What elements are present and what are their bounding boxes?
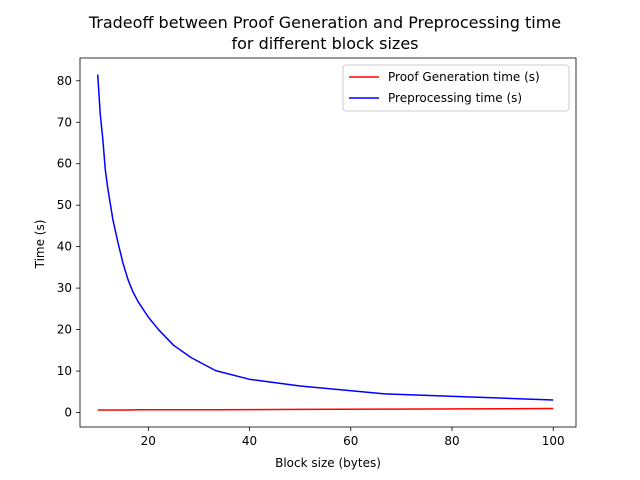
- x-axis-ticks: 20 40 60 80 100: [141, 427, 565, 448]
- y-tick-label: 0: [64, 405, 72, 419]
- y-tick-label: 70: [57, 115, 72, 129]
- chart-title-line1: Tradeoff between Proof Generation and Pr…: [88, 13, 561, 32]
- chart-title-line2: for different block sizes: [231, 34, 418, 53]
- x-tick-label: 80: [444, 434, 459, 448]
- x-tick-label: 40: [242, 434, 257, 448]
- y-tick-label: 20: [57, 323, 72, 337]
- y-tick-label: 60: [57, 157, 72, 171]
- series-layer: [96, 74, 554, 411]
- x-tick-label: 20: [141, 434, 156, 448]
- legend-box: [342, 64, 570, 112]
- y-tick-label: 10: [57, 364, 72, 378]
- plot-frame: [79, 57, 577, 428]
- plot-area: [79, 57, 577, 428]
- x-axis-label: Block size (bytes): [275, 456, 381, 470]
- series-line-0: [97, 407, 554, 411]
- legend-label-1: Preprocessing time (s): [388, 91, 522, 105]
- y-tick-label: 30: [57, 281, 72, 295]
- y-tick-label: 50: [57, 198, 72, 212]
- x-tick-label: 100: [542, 434, 565, 448]
- y-axis-label: Time (s): [33, 220, 47, 270]
- legend-label-0: Proof Generation time (s): [388, 70, 540, 84]
- y-tick-label: 40: [57, 240, 72, 254]
- series-line-1: [96, 74, 554, 401]
- y-tick-label: 80: [57, 74, 72, 88]
- x-tick-label: 60: [343, 434, 358, 448]
- legend: Proof Generation time (s) Preprocessing t…: [342, 64, 570, 112]
- y-axis-ticks: 0 10 20 30 40 50 60 70 80: [57, 74, 80, 419]
